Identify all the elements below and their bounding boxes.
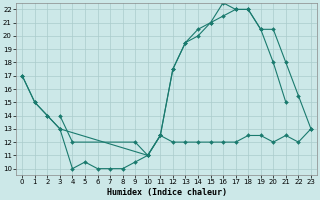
X-axis label: Humidex (Indice chaleur): Humidex (Indice chaleur) [107, 188, 227, 197]
